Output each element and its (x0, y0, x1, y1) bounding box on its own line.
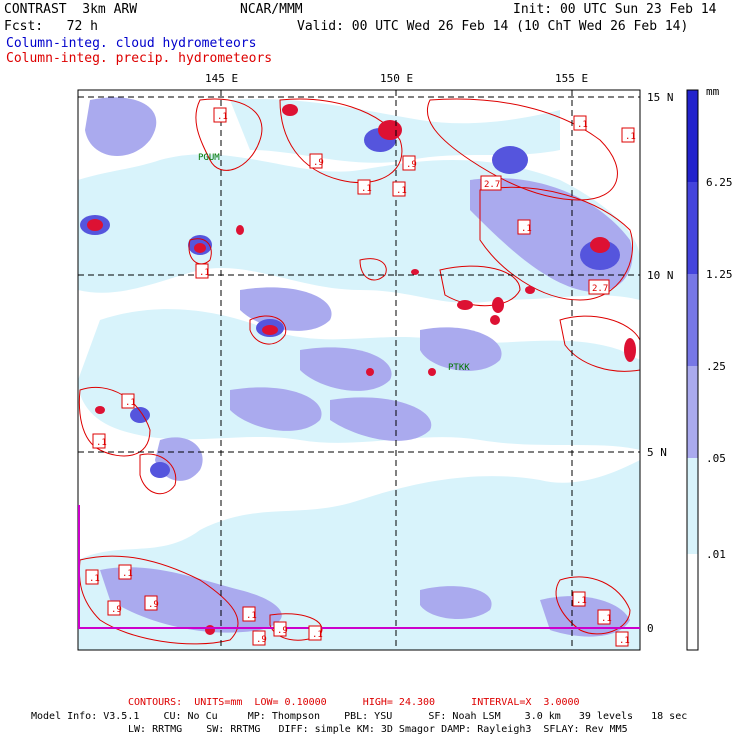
contour-label: 2.7 (588, 279, 610, 295)
lat-label-15n: 15 N (647, 91, 674, 104)
contour-label: .1 (242, 606, 257, 622)
axis-labels: 145 E 150 E 155 E 15 N 10 N 5 N 0 (205, 72, 674, 635)
contour-label: .9 (309, 153, 324, 169)
model-title: CONTRAST 3km ARW (4, 2, 138, 17)
field-precip-label: Column-integ. precip. hydrometeors (6, 51, 273, 66)
colorbar: mm 6.25 1.25 .25 .05 .01 (686, 85, 733, 651)
station-ptkk: PTKK (448, 363, 470, 373)
contour-label: .1 (357, 179, 372, 195)
lon-label-155: 155 E (555, 72, 588, 85)
svg-text:.9: .9 (313, 158, 324, 168)
contour-label: .9 (107, 600, 122, 616)
svg-text:.1: .1 (125, 398, 136, 408)
svg-text:2.7: 2.7 (592, 284, 608, 294)
svg-text:.1: .1 (246, 611, 257, 621)
svg-text:.1: .1 (96, 438, 107, 448)
svg-text:.1: .1 (361, 184, 372, 194)
svg-text:2.7: 2.7 (484, 180, 500, 190)
model-info-line1: Model Info: V3.5.1 CU: No Cu MP: Thompso… (31, 711, 688, 722)
svg-text:.1: .1 (89, 574, 100, 584)
svg-text:.9: .9 (111, 605, 122, 615)
contour-label: .1 (615, 631, 630, 647)
init-time: Init: 00 UTC Sun 23 Feb 14 (513, 2, 717, 17)
contour-label: 2.7 (480, 175, 502, 191)
contour-label: .9 (144, 595, 159, 611)
svg-text:.1: .1 (217, 112, 228, 122)
contour-label: .1 (213, 107, 228, 123)
svg-text:.1: .1 (625, 132, 636, 142)
contour-label: .1 (195, 263, 210, 279)
lon-label-150: 150 E (380, 72, 413, 85)
svg-text:.1: .1 (619, 636, 630, 646)
contour-labels: .1 .9 .9 .1 .1 2.7 .1 .1 .1 .1 2.7 .1 .1… (85, 107, 636, 647)
colorbar-unit: mm (706, 85, 720, 98)
lon-label-145: 145 E (205, 72, 238, 85)
lat-label-10n: 10 N (647, 269, 674, 282)
svg-text:.1: .1 (122, 569, 133, 579)
svg-text:.1: .1 (312, 630, 323, 640)
svg-text:.1: .1 (577, 120, 588, 130)
contour-label: .1 (572, 591, 587, 607)
precip-cores (87, 104, 636, 635)
contour-info: CONTOURS: UNITS=mm LOW= 0.10000 HIGH= 24… (128, 697, 580, 708)
svg-text:.1: .1 (199, 268, 210, 278)
cloud-field-dense (80, 128, 620, 478)
contour-label: .1 (392, 181, 407, 197)
plot-frame (77, 89, 641, 651)
contour-label: .1 (621, 127, 636, 143)
field-cloud-label: Column-integ. cloud hydrometeors (6, 36, 257, 51)
precip-contours (78, 98, 640, 645)
svg-text:.1: .1 (521, 224, 532, 234)
colorbar-level: .05 (706, 452, 726, 465)
center-name: NCAR/MMM (240, 2, 303, 17)
svg-text:.9: .9 (406, 160, 417, 170)
colorbar-level: .25 (706, 360, 726, 373)
lat-label-0: 0 (647, 622, 654, 635)
station-pgum: PGUM (198, 153, 220, 163)
contour-label: .1 (517, 219, 532, 235)
contour-label: .9 (402, 155, 417, 171)
svg-text:.1: .1 (576, 596, 587, 606)
forecast-hour: Fcst: 72 h (4, 19, 98, 34)
lat-label-5n: 5 N (647, 446, 667, 459)
valid-time: Valid: 00 UTC Wed 26 Feb 14 (10 ChT Wed … (297, 19, 689, 34)
stations: PGUM PTKK (198, 153, 470, 373)
svg-text:.9: .9 (277, 626, 288, 636)
svg-text:.9: .9 (148, 600, 159, 610)
model-info-line2: LW: RRTMG SW: RRTMG DIFF: simple KM: 3D … (128, 724, 628, 735)
colorbar-level: 1.25 (706, 268, 733, 281)
colorbar-level: 6.25 (706, 176, 733, 189)
contour-label: .1 (597, 609, 612, 625)
svg-text:.1: .1 (396, 186, 407, 196)
contour-label: .1 (573, 115, 588, 131)
contour-label: .9 (273, 621, 288, 637)
plot-area (78, 97, 640, 650)
contour-label: .1 (121, 393, 136, 409)
contour-label: .1 (85, 569, 100, 585)
contour-label: .1 (118, 564, 133, 580)
contour-label: .9 (252, 630, 267, 646)
contour-label: .1 (92, 433, 107, 449)
svg-text:.1: .1 (601, 614, 612, 624)
svg-text:.9: .9 (256, 635, 267, 645)
colorbar-level: .01 (706, 548, 726, 561)
contour-label: .1 (308, 625, 323, 641)
